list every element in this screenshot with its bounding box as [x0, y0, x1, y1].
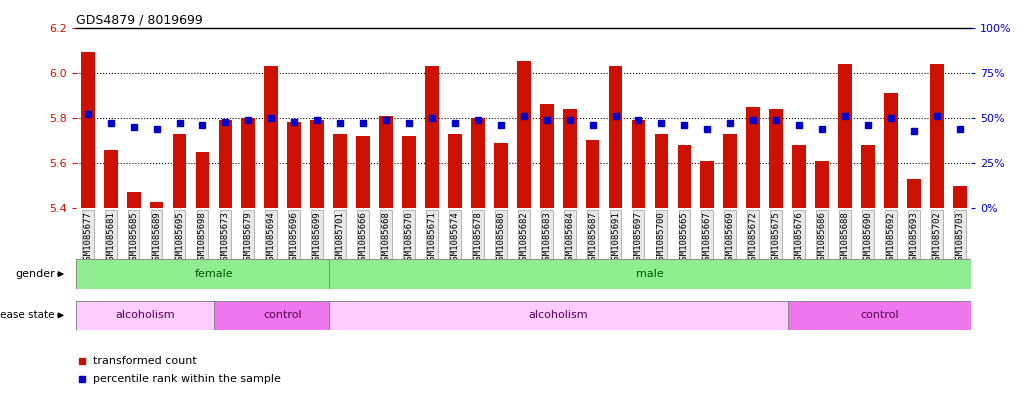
Bar — [328, 301, 787, 330]
Bar — [425, 66, 439, 208]
Text: alcoholism: alcoholism — [529, 310, 588, 320]
Bar — [173, 134, 186, 208]
Bar — [953, 186, 966, 208]
Bar — [76, 259, 352, 289]
Text: alcoholism: alcoholism — [115, 310, 175, 320]
Text: disease state: disease state — [0, 310, 55, 320]
Bar — [884, 93, 898, 208]
Bar — [723, 134, 737, 208]
Text: GDS4879 / 8019699: GDS4879 / 8019699 — [76, 13, 203, 26]
Bar — [655, 134, 668, 208]
Bar — [81, 52, 95, 208]
Bar — [608, 66, 622, 208]
Bar — [769, 109, 783, 208]
Bar — [356, 136, 370, 208]
Bar — [907, 179, 920, 208]
Bar — [494, 143, 507, 208]
Bar — [402, 136, 416, 208]
Bar — [104, 149, 118, 208]
Text: transformed count: transformed count — [93, 356, 196, 366]
Bar — [310, 120, 324, 208]
Bar — [562, 109, 577, 208]
Bar — [838, 64, 852, 208]
Bar — [76, 301, 214, 330]
Bar — [677, 145, 692, 208]
Bar — [930, 64, 944, 208]
Bar — [701, 161, 714, 208]
Bar — [214, 301, 352, 330]
Bar — [540, 104, 553, 208]
Bar — [379, 116, 393, 208]
Bar — [861, 145, 875, 208]
Bar — [816, 161, 829, 208]
Bar — [632, 120, 646, 208]
Bar — [787, 301, 971, 330]
Text: male: male — [636, 269, 664, 279]
Text: control: control — [860, 310, 899, 320]
Bar — [288, 122, 301, 208]
Bar — [264, 66, 279, 208]
Text: percentile rank within the sample: percentile rank within the sample — [93, 374, 281, 384]
Bar — [471, 118, 485, 208]
Bar — [328, 259, 971, 289]
Bar — [586, 140, 599, 208]
Bar — [448, 134, 462, 208]
Bar — [334, 134, 347, 208]
Bar — [149, 202, 164, 208]
Bar — [746, 107, 760, 208]
Bar — [241, 118, 255, 208]
Bar — [127, 193, 140, 208]
Bar — [219, 120, 232, 208]
Text: gender: gender — [15, 269, 55, 279]
Bar — [195, 152, 210, 208]
Text: control: control — [263, 310, 302, 320]
Text: female: female — [194, 269, 233, 279]
Bar — [517, 61, 531, 208]
Bar — [792, 145, 806, 208]
